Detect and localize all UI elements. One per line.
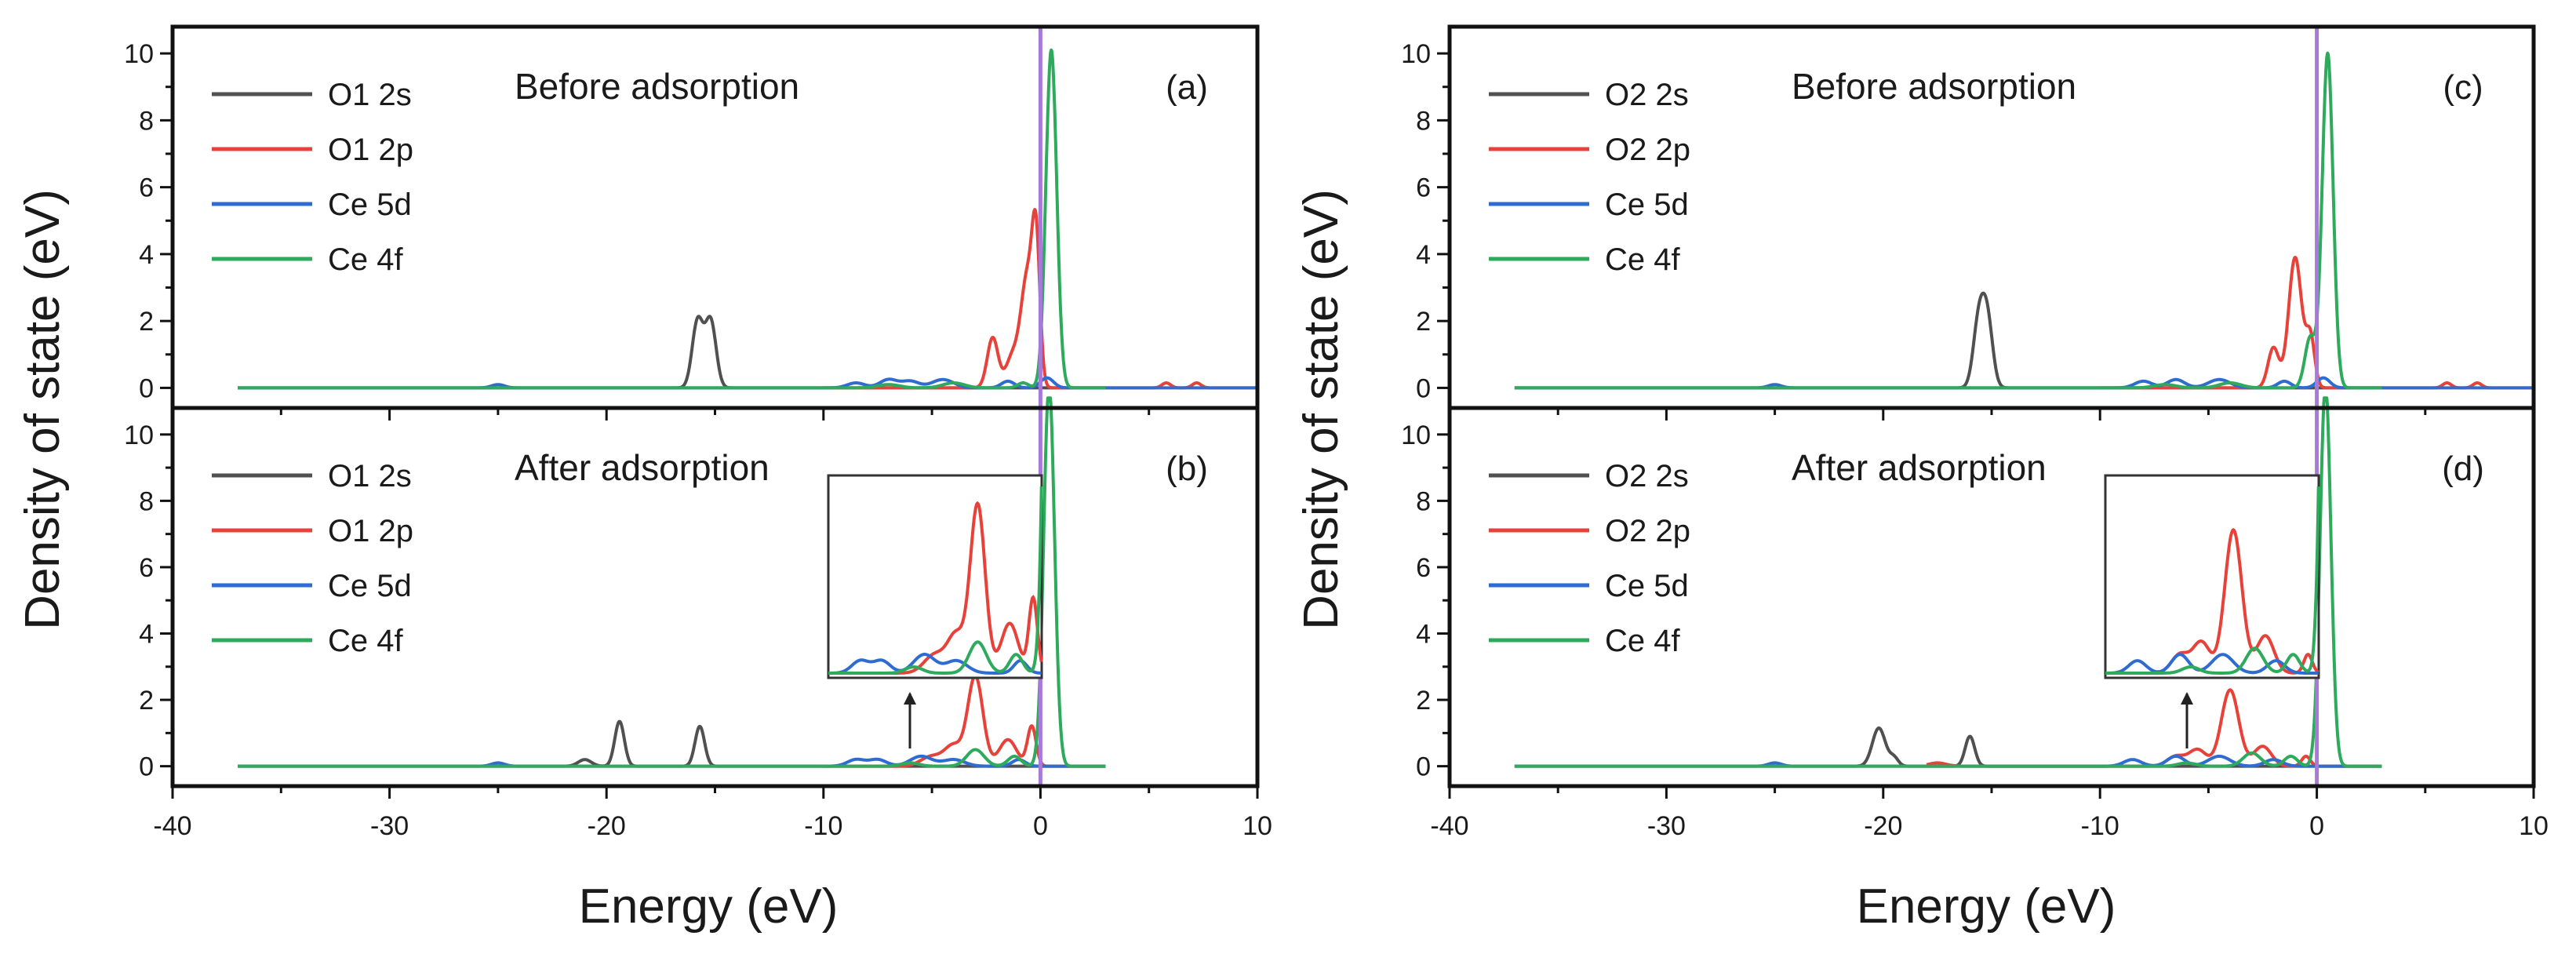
y-tick-label-a: 8: [139, 106, 154, 136]
y-tick-label-b: 6: [139, 553, 154, 583]
inset-line-ce-5d-b: [828, 653, 1042, 675]
panel-note-d: After adsorption: [1792, 447, 2047, 488]
legend-label-d: Ce 5d: [1605, 569, 1689, 603]
legend-label-a: O1 2p: [328, 133, 413, 167]
inset-box-d: [2104, 474, 2320, 679]
y-tick-label-a: 0: [139, 373, 154, 403]
series-line-ce-4f-d: [1513, 396, 2383, 768]
y-tick-label-d: 10: [1401, 421, 1431, 450]
panel-note-a: Before adsorption: [515, 66, 799, 107]
y-tick-label-c: 6: [1416, 173, 1431, 203]
x-tick-label-d: -30: [1647, 811, 1686, 841]
legend-label-d: O2 2p: [1605, 514, 1690, 548]
y-tick-label-b: 2: [139, 686, 154, 716]
x-axis-title-right: Energy (eV): [1857, 879, 2116, 934]
y-axis-title-right: Density of state (eV): [1294, 189, 1348, 630]
legend-label-b: Ce 5d: [328, 569, 412, 603]
legend-label-c: Ce 5d: [1605, 188, 1689, 222]
y-tick-label-d: 6: [1416, 553, 1431, 583]
legend-label-d: O2 2s: [1605, 459, 1689, 493]
y-tick-label-a: 4: [139, 240, 154, 270]
y-tick-label-c: 4: [1416, 240, 1431, 270]
x-tick-label-b: -20: [588, 811, 626, 841]
x-tick-label-b: -40: [153, 811, 191, 841]
series-line-ce-4f-b: [236, 396, 1107, 768]
panel-label-c: (c): [2443, 68, 2483, 107]
legend-label-c: O2 2p: [1605, 133, 1690, 167]
x-tick-label-d: -10: [2081, 811, 2119, 841]
panel-b-plot: 0 2 4 6 8 10 -40 -30 -20 -10 0 10 O1 2s O1 2p Ce 5d Ce …: [124, 396, 1272, 841]
x-tick-label-b: 10: [1243, 811, 1272, 841]
x-tick-label-b: 0: [1033, 811, 1048, 841]
y-tick-label-d: 0: [1416, 752, 1431, 782]
x-axis-title-left: Energy (eV): [579, 879, 839, 934]
legend-label-d: Ce 4f: [1605, 624, 1680, 658]
inset-line-ce-5d-d: [2105, 653, 2319, 675]
legend-label-a: Ce 5d: [328, 188, 412, 222]
y-tick-label-b: 8: [139, 486, 154, 516]
y-tick-label-b: 4: [139, 620, 154, 650]
legend-label-b: O1 2s: [328, 459, 412, 493]
x-tick-label-d: 0: [2309, 811, 2324, 841]
inset-box-b: [827, 474, 1043, 679]
legend-label-a: Ce 4f: [328, 242, 403, 277]
y-tick-label-b: 10: [124, 421, 154, 450]
panel-label-a: (a): [1166, 68, 1208, 107]
legend-label-b: Ce 4f: [328, 624, 403, 658]
y-axis-title-left: Density of state (eV): [16, 189, 70, 630]
inset-line-ce-4f-b: [828, 486, 1043, 675]
panel-d-plot: 0 2 4 6 8 10 -40 -30 -20 -10 0 10 O2 2s O2 2p Ce 5d Ce …: [1401, 396, 2549, 841]
legend-label-c: Ce 4f: [1605, 242, 1680, 277]
inset-arrowhead-b: [904, 692, 916, 705]
panel-label-b: (b): [1166, 450, 1208, 488]
y-tick-label-a: 10: [124, 39, 154, 69]
y-tick-label-c: 8: [1416, 106, 1431, 136]
x-tick-label-d: -20: [1864, 811, 1902, 841]
x-tick-label-d: -40: [1430, 811, 1468, 841]
y-tick-label-c: 0: [1416, 373, 1431, 403]
x-tick-label-b: -10: [804, 811, 842, 841]
y-tick-label-a: 6: [139, 173, 154, 203]
legend-label-a: O1 2s: [328, 78, 412, 112]
y-tick-label-c: 10: [1401, 39, 1431, 69]
y-tick-label-d: 4: [1416, 620, 1431, 650]
series-line-ce-4f-a: [236, 48, 1107, 390]
legend-label-b: O1 2p: [328, 514, 413, 548]
panel-note-c: Before adsorption: [1792, 66, 2076, 107]
legend-label-c: O2 2s: [1605, 78, 1689, 112]
panel-a-plot: 0 2 4 6 8 10 O1 2s O1 2p Ce 5d Ce 4f Before adsorp…: [124, 24, 1260, 421]
x-tick-label-b: -30: [370, 811, 409, 841]
y-tick-label-c: 2: [1416, 307, 1431, 337]
inset-arrowhead-d: [2181, 692, 2193, 705]
series-line-ce-4f-c: [1513, 51, 2383, 390]
x-tick-label-d: 10: [2519, 811, 2549, 841]
y-tick-label-a: 2: [139, 307, 154, 337]
inset-line-ce-4f-d: [2105, 486, 2320, 675]
y-tick-label-d: 8: [1416, 486, 1431, 516]
panel-note-b: After adsorption: [515, 447, 770, 488]
y-tick-label-b: 0: [139, 752, 154, 782]
y-tick-label-d: 2: [1416, 686, 1431, 716]
panel-label-d: (d): [2442, 450, 2484, 488]
